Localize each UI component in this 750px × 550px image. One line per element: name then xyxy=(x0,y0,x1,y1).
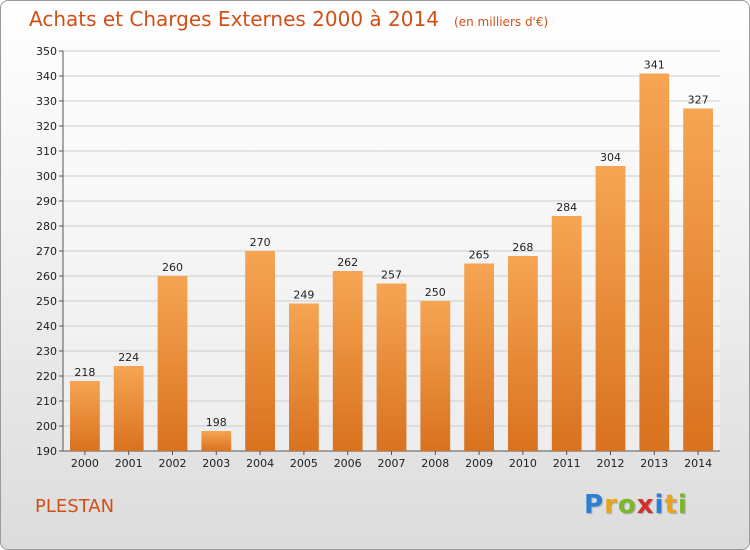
bar xyxy=(508,256,538,451)
x-tick-label: 2009 xyxy=(465,457,493,470)
y-tick-label: 230 xyxy=(36,345,57,358)
x-tick-label: 2004 xyxy=(246,457,274,470)
bars-layer: 218 224 260 198 270 249 262 257 250 265 268 284 304 3… xyxy=(70,59,713,451)
bar xyxy=(201,431,232,451)
axis-layer: 190 200 210 220 230 240 250 260 270 280 290 300 310 3… xyxy=(36,45,720,470)
x-tick-label: 2007 xyxy=(378,457,406,470)
bar-value-label: 304 xyxy=(600,151,621,164)
y-tick-label: 240 xyxy=(36,320,57,333)
bar-value-label: 284 xyxy=(556,201,577,214)
x-tick-label: 2011 xyxy=(553,457,581,470)
x-tick-label: 2008 xyxy=(421,457,449,470)
bar xyxy=(420,301,451,451)
bar-value-label: 257 xyxy=(381,269,402,282)
bar xyxy=(157,276,188,451)
chart-unit: (en milliers d'€) xyxy=(454,15,549,29)
bar xyxy=(113,366,144,451)
logo-letter: o xyxy=(617,490,637,520)
y-tick-label: 200 xyxy=(36,420,57,433)
bar xyxy=(464,263,494,451)
bar-value-label: 198 xyxy=(206,416,227,429)
x-tick-label: 2013 xyxy=(640,457,668,470)
bar-value-label: 249 xyxy=(293,289,314,302)
logo-letter: r xyxy=(604,490,618,520)
bar-value-label: 327 xyxy=(688,94,709,107)
logo-letter: x xyxy=(636,490,655,520)
y-tick-label: 280 xyxy=(36,220,57,233)
y-tick-label: 210 xyxy=(36,395,57,408)
y-tick-label: 320 xyxy=(36,120,57,133)
bar xyxy=(639,73,670,451)
bar xyxy=(332,271,363,451)
bar-value-label: 341 xyxy=(644,59,665,72)
logo-letter: t xyxy=(664,490,678,520)
bar-value-label: 265 xyxy=(469,249,490,262)
bar-value-label: 262 xyxy=(337,256,358,269)
bar xyxy=(551,216,582,451)
bar xyxy=(289,303,319,451)
y-tick-label: 250 xyxy=(36,295,57,308)
chart-title: Achats et Charges Externes 2000 à 2014 xyxy=(29,7,439,31)
bar xyxy=(70,381,100,451)
y-tick-label: 290 xyxy=(36,195,57,208)
bar-value-label: 250 xyxy=(425,286,446,299)
proxiti-logo: Proxiti xyxy=(584,490,688,520)
x-tick-label: 2005 xyxy=(290,457,318,470)
bar-value-label: 218 xyxy=(74,366,95,379)
x-tick-label: 2014 xyxy=(684,457,712,470)
y-tick-label: 350 xyxy=(36,45,57,58)
x-tick-label: 2006 xyxy=(334,457,362,470)
logo-letter: i xyxy=(677,490,688,520)
commune-name: PLESTAN xyxy=(35,496,115,517)
y-tick-label: 310 xyxy=(36,145,57,158)
x-tick-label: 2002 xyxy=(159,457,187,470)
x-tick-label: 2003 xyxy=(202,457,230,470)
title-row: Achats et Charges Externes 2000 à 2014 (… xyxy=(29,7,548,31)
y-tick-label: 220 xyxy=(36,370,57,383)
bar-value-label: 224 xyxy=(118,351,139,364)
logo-letter: P xyxy=(584,490,605,520)
x-tick-label: 2000 xyxy=(71,457,99,470)
bar xyxy=(245,251,275,451)
logo-letter: i xyxy=(654,490,665,520)
bar xyxy=(376,283,407,451)
x-tick-label: 2010 xyxy=(509,457,537,470)
y-tick-label: 330 xyxy=(36,95,57,108)
y-tick-label: 260 xyxy=(36,270,57,283)
x-tick-label: 2012 xyxy=(597,457,625,470)
x-tick-label: 2001 xyxy=(115,457,143,470)
y-tick-label: 270 xyxy=(36,245,57,258)
y-tick-label: 300 xyxy=(36,170,57,183)
y-tick-label: 340 xyxy=(36,70,57,83)
bar-value-label: 270 xyxy=(250,236,271,249)
bar xyxy=(595,166,626,451)
bar-value-label: 268 xyxy=(512,241,533,254)
y-tick-label: 190 xyxy=(36,445,57,458)
bar xyxy=(683,108,713,451)
bar-value-label: 260 xyxy=(162,261,183,274)
